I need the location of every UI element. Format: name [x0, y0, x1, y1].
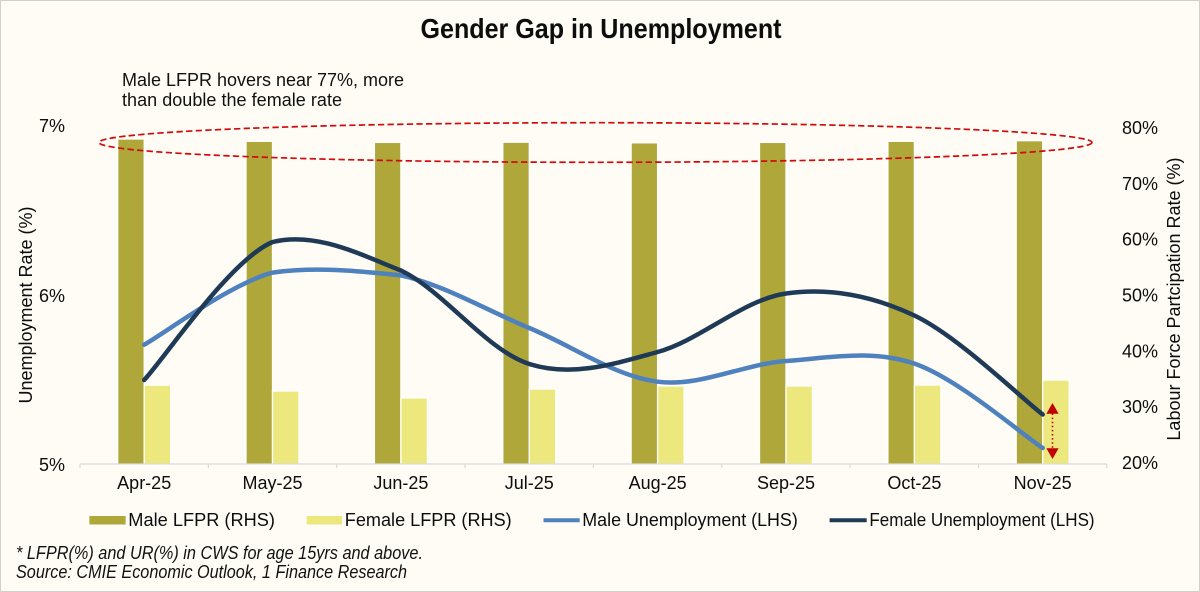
svg-text:Aug-25: Aug-25 — [629, 473, 687, 493]
svg-text:Male LFPR (RHS): Male LFPR (RHS) — [128, 510, 275, 530]
svg-text:Jul-25: Jul-25 — [505, 473, 554, 493]
svg-text:Source: CMIE Economic Outlook,: Source: CMIE Economic Outlook, 1 Finance… — [16, 562, 407, 582]
svg-text:50%: 50% — [1122, 286, 1158, 306]
svg-text:* LFPR(%) and UR(%) in CWS for: * LFPR(%) and UR(%) in CWS for age 15yrs… — [16, 543, 423, 563]
svg-text:Male LFPR hovers near 77%, mor: Male LFPR hovers near 77%, more — [122, 70, 404, 90]
svg-text:60%: 60% — [1122, 230, 1158, 250]
svg-text:Gender Gap in Unemployment: Gender Gap in Unemployment — [421, 13, 782, 44]
svg-text:Jun-25: Jun-25 — [373, 473, 428, 493]
svg-text:20%: 20% — [1122, 453, 1158, 473]
svg-text:May-25: May-25 — [242, 473, 302, 493]
svg-text:6%: 6% — [39, 286, 65, 306]
svg-text:80%: 80% — [1122, 118, 1158, 138]
svg-text:Sep-25: Sep-25 — [757, 473, 815, 493]
svg-text:7%: 7% — [39, 116, 65, 136]
svg-text:Female Unemployment (LHS): Female Unemployment (LHS) — [869, 510, 1094, 530]
svg-text:5%: 5% — [39, 455, 65, 475]
svg-text:Nov-25: Nov-25 — [1014, 473, 1072, 493]
svg-text:Male Unemployment (LHS): Male Unemployment (LHS) — [582, 510, 798, 530]
svg-text:30%: 30% — [1122, 397, 1158, 417]
svg-text:40%: 40% — [1122, 341, 1158, 361]
svg-text:Oct-25: Oct-25 — [887, 473, 941, 493]
svg-text:70%: 70% — [1122, 174, 1158, 194]
svg-text:Female LFPR (RHS): Female LFPR (RHS) — [345, 510, 512, 530]
svg-text:Labour Force Partcipation Rate: Labour Force Partcipation Rate (%) — [1164, 157, 1184, 440]
svg-text:than double the female rate: than double the female rate — [122, 90, 342, 110]
svg-text:Apr-25: Apr-25 — [117, 473, 171, 493]
svg-text:Unemployment Rate (%): Unemployment Rate (%) — [16, 206, 36, 403]
